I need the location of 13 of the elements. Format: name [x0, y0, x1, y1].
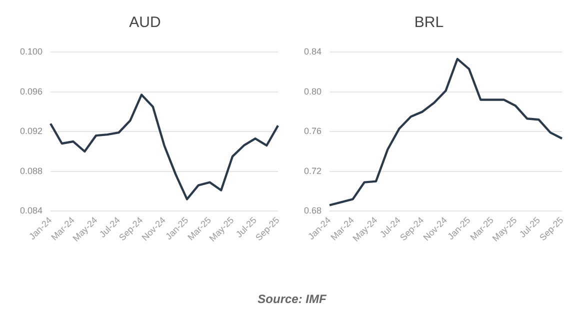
y-tick-label: 0.096: [20, 86, 43, 96]
chart-title: AUD: [129, 14, 161, 32]
y-tick-label: 0.088: [20, 166, 43, 176]
y-tick-label: 0.84: [304, 46, 322, 56]
y-tick-label: 0.084: [20, 206, 43, 216]
y-tick-label: 0.100: [20, 46, 43, 56]
source-note: Source: IMF: [256, 292, 328, 306]
y-tick-label: 0.092: [20, 126, 43, 136]
y-tick-label: 0.80: [304, 86, 322, 96]
y-tick-label: 0.72: [304, 166, 322, 176]
y-tick-label: 0.68: [304, 206, 322, 216]
chart-title: BRL: [414, 14, 444, 32]
y-tick-label: 0.76: [304, 126, 322, 136]
